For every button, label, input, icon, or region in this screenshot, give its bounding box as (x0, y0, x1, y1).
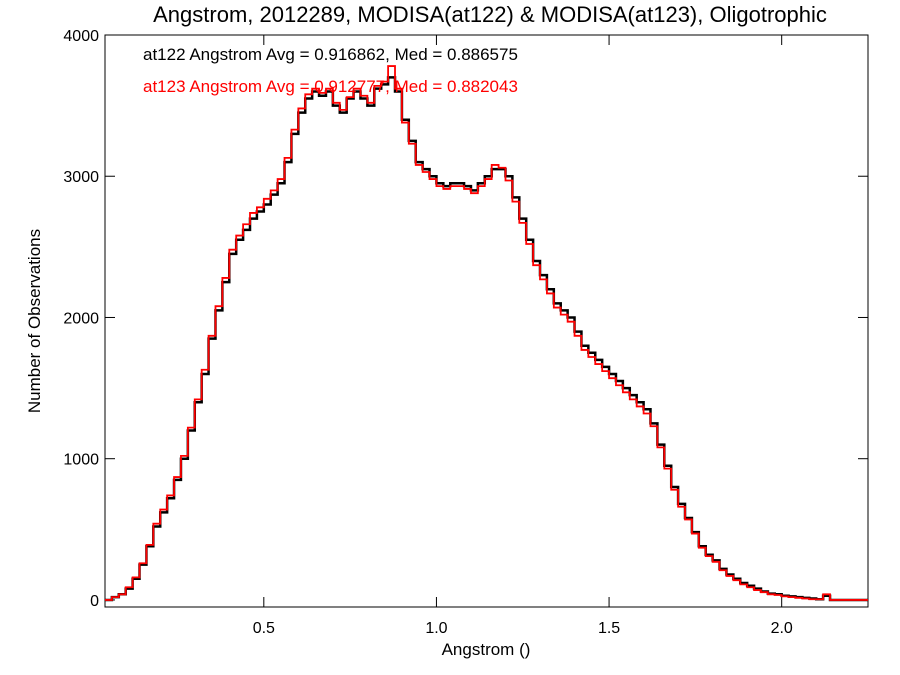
x-axis: 0.5 1.0 1.5 2.0 (253, 35, 793, 637)
x-tick-label-2: 1.5 (598, 620, 620, 637)
y-axis: 0 1000 2000 3000 4000 (63, 28, 868, 610)
x-axis-label: Angstrom () (442, 640, 531, 659)
x-tick-label-0: 0.5 (253, 620, 275, 637)
series-at123-line (105, 65, 868, 601)
y-tick-label-4: 4000 (63, 28, 99, 45)
y-tick-label-3: 3000 (63, 169, 99, 186)
annotation-at122: at122 Angstrom Avg = 0.916862, Med = 0.8… (143, 45, 518, 64)
y-tick-label-2: 2000 (63, 310, 99, 327)
chart-title: Angstrom, 2012289, MODISA(at122) & MODIS… (153, 2, 827, 27)
x-tick-label-1: 1.0 (425, 620, 447, 637)
y-tick-label-0: 0 (90, 593, 99, 610)
annotation-at123: at123 Angstrom Avg = 0.912777, Med = 0.8… (143, 77, 518, 96)
y-axis-label: Number of Observations (25, 229, 44, 413)
x-tick-label-3: 2.0 (771, 620, 793, 637)
series-at122-line (105, 76, 868, 602)
y-tick-label-1: 1000 (63, 452, 99, 469)
plot-frame (104, 34, 869, 608)
series-layer (105, 65, 868, 602)
